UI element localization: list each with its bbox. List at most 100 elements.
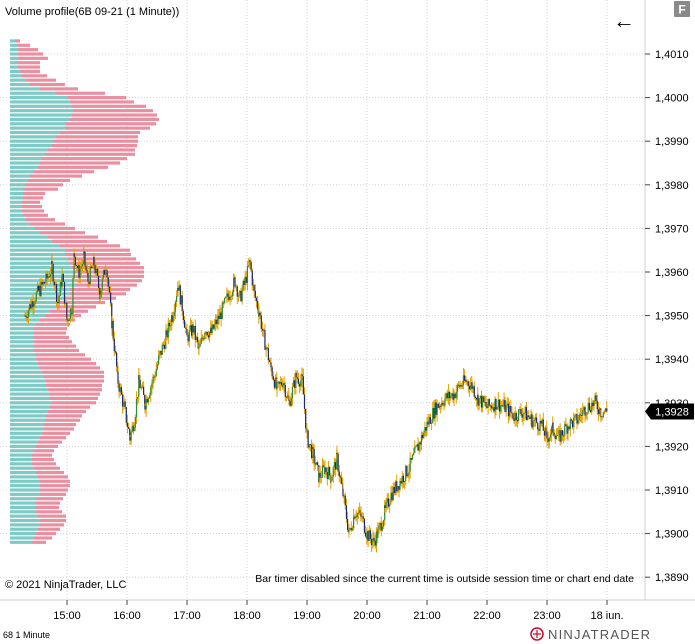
- volume-profile-up-bar: [10, 126, 65, 130]
- volume-profile-up-bar: [10, 484, 40, 488]
- candle-body: [203, 338, 205, 340]
- candle-body: [122, 394, 124, 407]
- candle-body: [235, 286, 237, 288]
- candle-body: [171, 315, 173, 322]
- candle-body: [295, 372, 297, 378]
- candle-body: [140, 387, 142, 389]
- candle-body: [138, 375, 140, 398]
- candle-body: [311, 444, 313, 458]
- candle-body: [260, 315, 262, 329]
- candle-body: [390, 492, 392, 502]
- candle-body: [325, 467, 327, 472]
- candle-body: [433, 407, 435, 419]
- volume-profile-up-bar: [10, 505, 35, 510]
- candle-body: [446, 393, 448, 399]
- candle-body: [592, 402, 594, 407]
- volume-profile-down-bar: [42, 431, 70, 435]
- candle-body: [118, 383, 120, 392]
- volume-profile: [10, 39, 159, 544]
- candle-body: [265, 347, 267, 350]
- volume-profile-down-bar: [45, 314, 81, 318]
- candle-body: [425, 427, 427, 431]
- volume-profile-down-bar: [56, 135, 138, 139]
- volume-profile-down-bar: [40, 488, 68, 492]
- candle-body: [476, 398, 478, 400]
- candle-body: [591, 402, 593, 413]
- volume-profile-down-bar: [45, 152, 135, 156]
- candle-body: [561, 430, 564, 436]
- brand-name: NINJATRADER: [548, 627, 651, 642]
- candle-body: [362, 516, 364, 519]
- back-arrow-button[interactable]: ←: [613, 8, 635, 33]
- volume-profile-down-bar: [70, 292, 126, 296]
- candle-body: [258, 312, 260, 317]
- candle-body: [375, 531, 378, 546]
- candle-body: [195, 337, 198, 340]
- volume-profile-down-bar: [38, 361, 96, 366]
- volume-profile-down-bar: [40, 161, 120, 165]
- candle-body: [512, 413, 514, 419]
- volume-profile-down-bar: [73, 109, 153, 113]
- volume-profile-up-bar: [10, 74, 22, 78]
- candle-body: [570, 419, 573, 421]
- volume-profile-up-bar: [10, 161, 40, 165]
- candle-body: [336, 452, 338, 470]
- volume-profile-down-bar: [75, 283, 137, 287]
- candle-body: [227, 293, 229, 297]
- candle-body: [123, 402, 125, 407]
- candle-body: [372, 538, 374, 543]
- candle-body: [257, 301, 259, 310]
- volume-profile-up-bar: [10, 170, 34, 174]
- candle-body: [241, 289, 243, 302]
- candle-body: [336, 452, 338, 455]
- volume-profile-up-bar: [10, 348, 34, 353]
- volume-profile-up-bar: [10, 43, 18, 47]
- candle-body: [32, 301, 34, 307]
- candle-body: [341, 477, 343, 484]
- volume-profile-up-bar: [10, 104, 72, 108]
- candle-body: [380, 522, 382, 531]
- candle-body: [565, 424, 567, 426]
- candle-body: [581, 415, 583, 417]
- panel-toggle-button[interactable]: F: [674, 1, 690, 17]
- volume-profile-down-bar: [38, 497, 63, 501]
- volume-profile-up-bar: [10, 174, 30, 178]
- candle-body: [267, 348, 269, 361]
- candle-body: [261, 328, 264, 331]
- candle-body: [573, 417, 575, 428]
- candle-body: [86, 270, 88, 274]
- candle-body: [253, 285, 255, 291]
- volume-profile-up-bar: [10, 492, 40, 496]
- candle-body: [356, 513, 358, 518]
- volume-profile-down-bar: [56, 305, 96, 309]
- candle-body: [245, 276, 247, 283]
- volume-profile-down-bar: [72, 104, 146, 108]
- candle-body: [102, 270, 105, 279]
- candle-body: [134, 417, 136, 428]
- volume-profile-up-bar: [10, 178, 28, 183]
- volume-profile-down-bar: [32, 462, 56, 466]
- candle-body: [574, 415, 576, 418]
- candle-body: [308, 444, 310, 448]
- volume-profile-down-bar: [34, 344, 76, 348]
- candle-body: [450, 395, 452, 399]
- candle-body: [478, 398, 480, 406]
- candle-body: [528, 415, 530, 418]
- volume-profile-up-bar: [10, 383, 46, 387]
- volume-profile-down-bar: [23, 187, 58, 191]
- candle-body: [116, 352, 118, 367]
- time-tick-label: 23:00: [533, 610, 561, 622]
- candle-body: [58, 295, 60, 304]
- candle-body: [242, 280, 244, 290]
- candle-body: [69, 308, 72, 320]
- candle-body: [377, 529, 379, 538]
- candle-body: [523, 412, 525, 414]
- candle-body: [487, 399, 489, 408]
- candle-body: [42, 282, 45, 285]
- candle-body: [355, 516, 357, 518]
- candle-body: [501, 405, 503, 407]
- volume-profile-up-bar: [10, 444, 36, 448]
- candle-body: [494, 398, 496, 412]
- candle-body: [420, 434, 423, 445]
- candle-body: [250, 262, 252, 271]
